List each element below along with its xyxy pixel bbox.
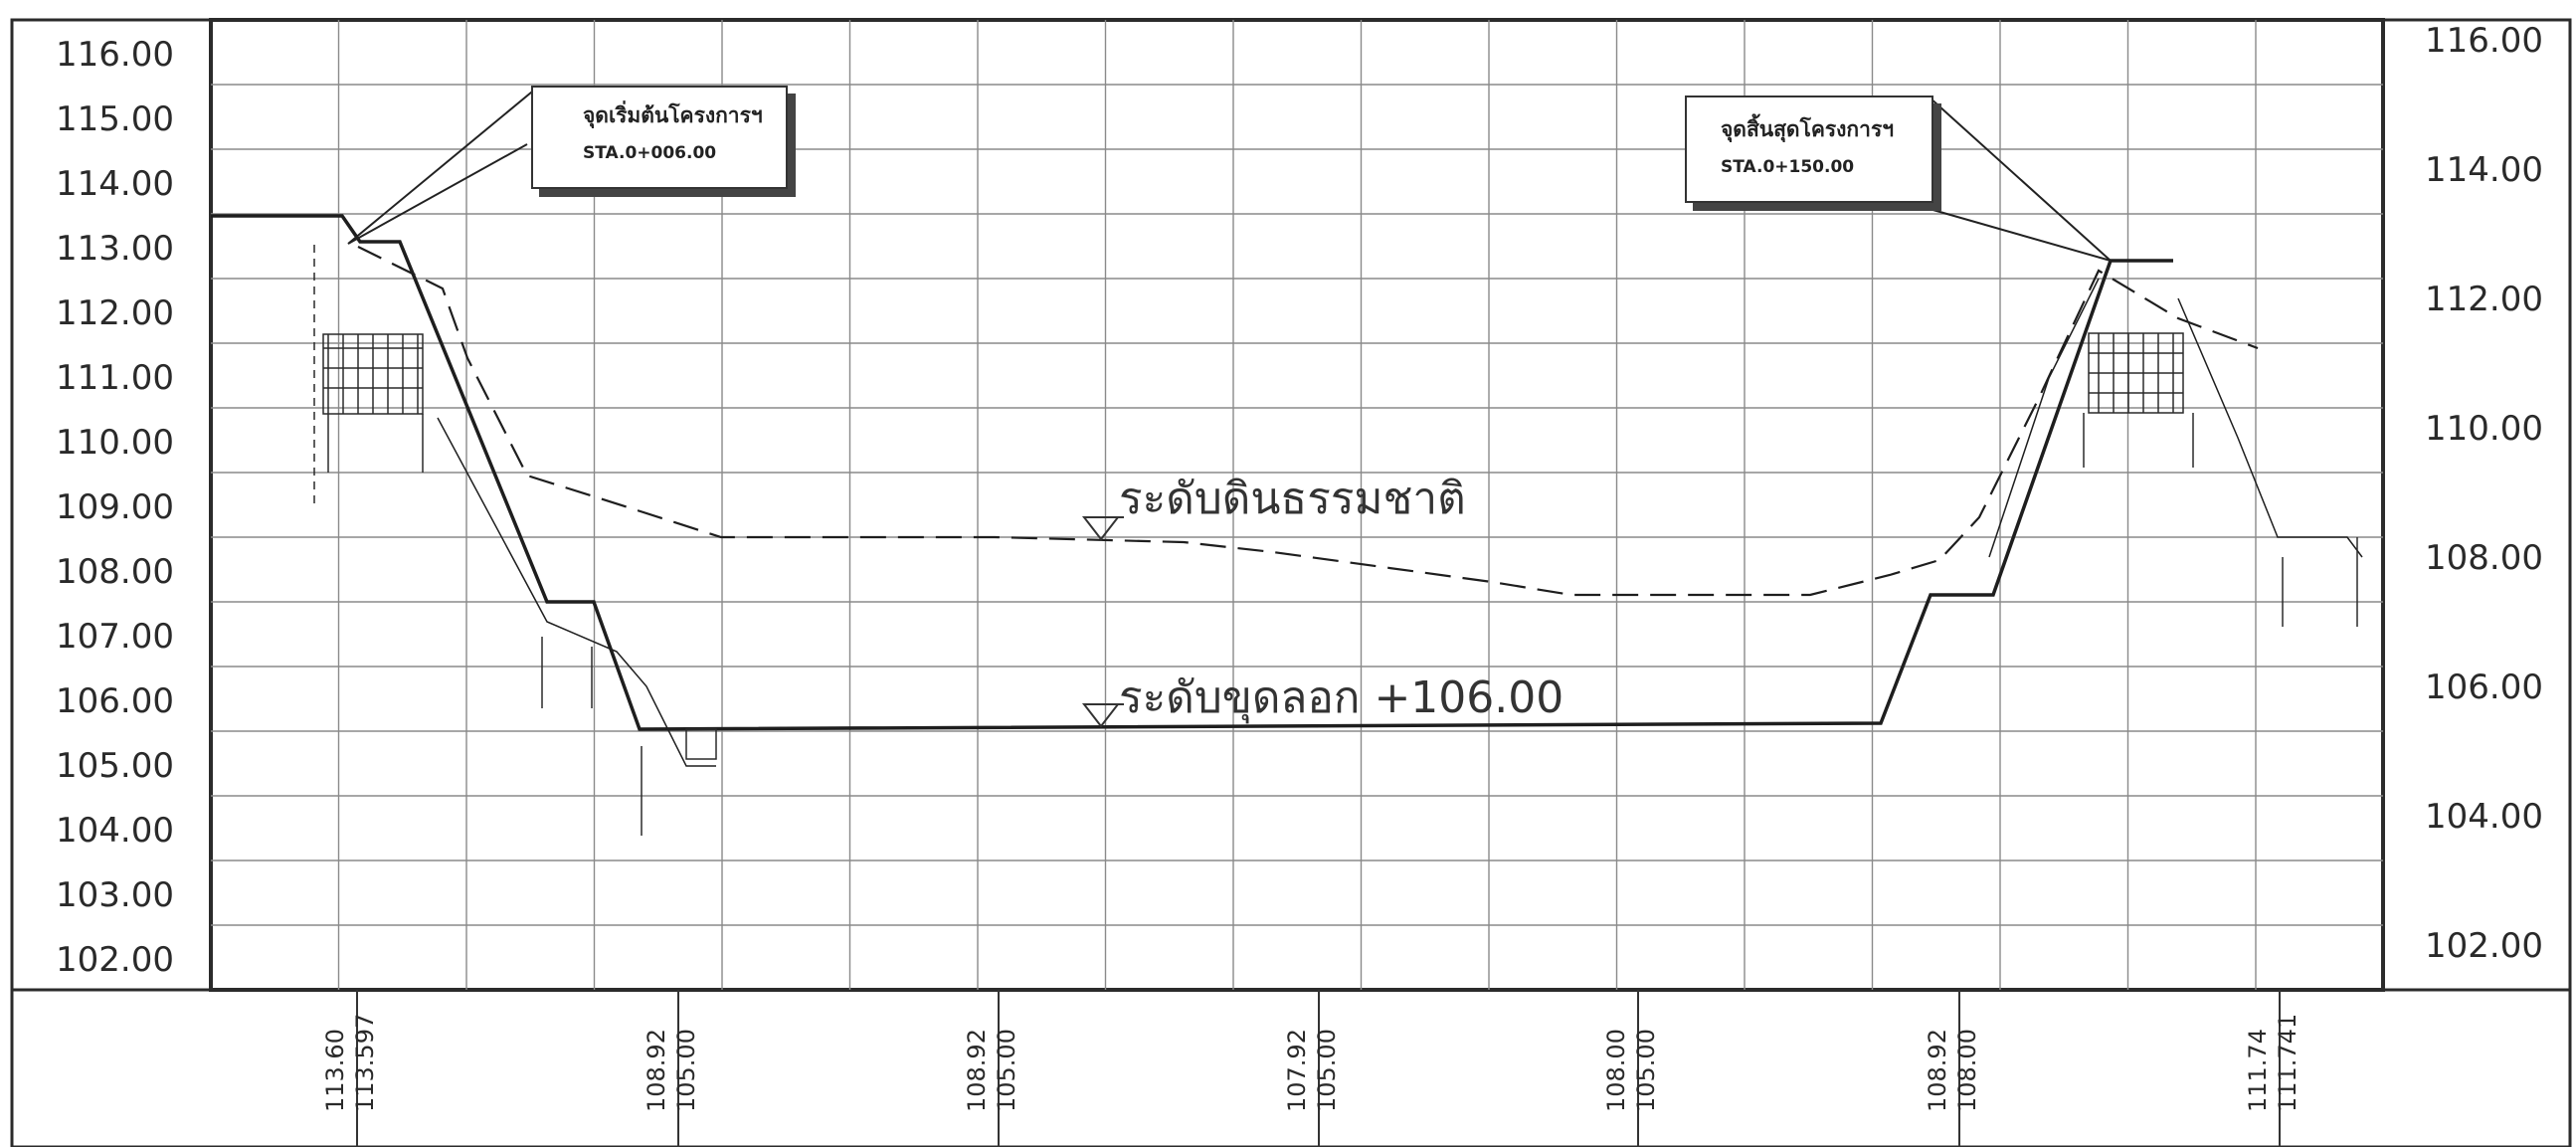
elevation-label: 114.00 bbox=[56, 164, 174, 204]
station-existing-level: 108.00 bbox=[1602, 1029, 1630, 1112]
station-existing-level: 107.92 bbox=[1283, 1029, 1311, 1112]
station-design-level: 105.00 bbox=[672, 1029, 700, 1112]
end-callout-station: STA.0+150.00 bbox=[1721, 157, 1855, 177]
elevation-label: 113.00 bbox=[56, 229, 174, 269]
elevation-label: 116.00 bbox=[56, 35, 174, 75]
slope-protection-line-2 bbox=[1988, 278, 2100, 558]
callout-leaders bbox=[347, 87, 2112, 262]
elevation-label: 109.00 bbox=[56, 487, 174, 527]
elevation-label: 108.00 bbox=[2425, 538, 2543, 578]
dredge-level-label: ระดับขุดลอก +106.00 bbox=[1119, 672, 1564, 723]
end-callout-box: จุดสิ้นสุดโครงการฯ STA.0+150.00 bbox=[1685, 96, 1933, 203]
data-table-ticks bbox=[356, 990, 2281, 1147]
elevation-label: 104.00 bbox=[2425, 797, 2543, 837]
end-callout-title: จุดสิ้นสุดโครงการฯ bbox=[1721, 117, 1895, 141]
elevation-label: 102.00 bbox=[2425, 926, 2543, 966]
station-existing-level: 108.92 bbox=[1924, 1029, 1951, 1112]
station-existing-level: 111.74 bbox=[2244, 1029, 2272, 1112]
right-bank-toe bbox=[2177, 297, 2363, 558]
left-bank-structure bbox=[313, 245, 717, 836]
natural-ground-label: ระดับดินธรรมชาติ bbox=[1119, 474, 1466, 524]
station-existing-level: 113.60 bbox=[321, 1029, 349, 1112]
elevation-label: 105.00 bbox=[56, 746, 174, 786]
elevation-label: 111.00 bbox=[56, 358, 174, 398]
elevation-label: 106.00 bbox=[2425, 668, 2543, 707]
elevation-label: 102.00 bbox=[56, 940, 174, 980]
elevation-label: 112.00 bbox=[2425, 280, 2543, 319]
start-callout-box: จุดเริ่มต้นโครงการฯ STA.0+006.00 bbox=[531, 86, 788, 189]
station-design-level: 113.597 bbox=[351, 1013, 379, 1112]
elevation-label: 108.00 bbox=[56, 552, 174, 592]
dredge-level-marker bbox=[1081, 703, 1121, 728]
elevation-label: 110.00 bbox=[56, 423, 174, 463]
elevation-label: 107.00 bbox=[56, 617, 174, 657]
natural-ground-level-marker bbox=[1081, 516, 1121, 541]
start-callout-station: STA.0+006.00 bbox=[583, 143, 717, 163]
elevation-label: 104.00 bbox=[56, 811, 174, 851]
station-design-level: 108.00 bbox=[1953, 1029, 1981, 1112]
grid-lines bbox=[211, 20, 2383, 990]
station-design-level: 105.00 bbox=[1632, 1029, 1660, 1112]
station-design-level: 111.741 bbox=[2274, 1013, 2301, 1112]
outer-frame bbox=[10, 18, 2572, 1147]
elevation-label: 115.00 bbox=[56, 99, 174, 139]
start-callout-title: จุดเริ่มต้นโครงการฯ bbox=[583, 103, 763, 127]
natural-ground-line bbox=[357, 246, 2259, 597]
station-design-level: 105.00 bbox=[1313, 1029, 1341, 1112]
station-existing-level: 108.92 bbox=[643, 1029, 670, 1112]
station-existing-level: 108.92 bbox=[963, 1029, 991, 1112]
elevation-label: 110.00 bbox=[2425, 409, 2543, 449]
elevation-label: 112.00 bbox=[56, 293, 174, 333]
slope-protection-line bbox=[437, 417, 716, 767]
elevation-label: 103.00 bbox=[56, 875, 174, 915]
station-design-level: 105.00 bbox=[993, 1029, 1020, 1112]
elevation-label: 106.00 bbox=[56, 681, 174, 721]
elevation-label: 114.00 bbox=[2425, 150, 2543, 190]
elevation-label: 116.00 bbox=[2425, 21, 2543, 61]
right-bank-structure bbox=[2083, 332, 2358, 627]
